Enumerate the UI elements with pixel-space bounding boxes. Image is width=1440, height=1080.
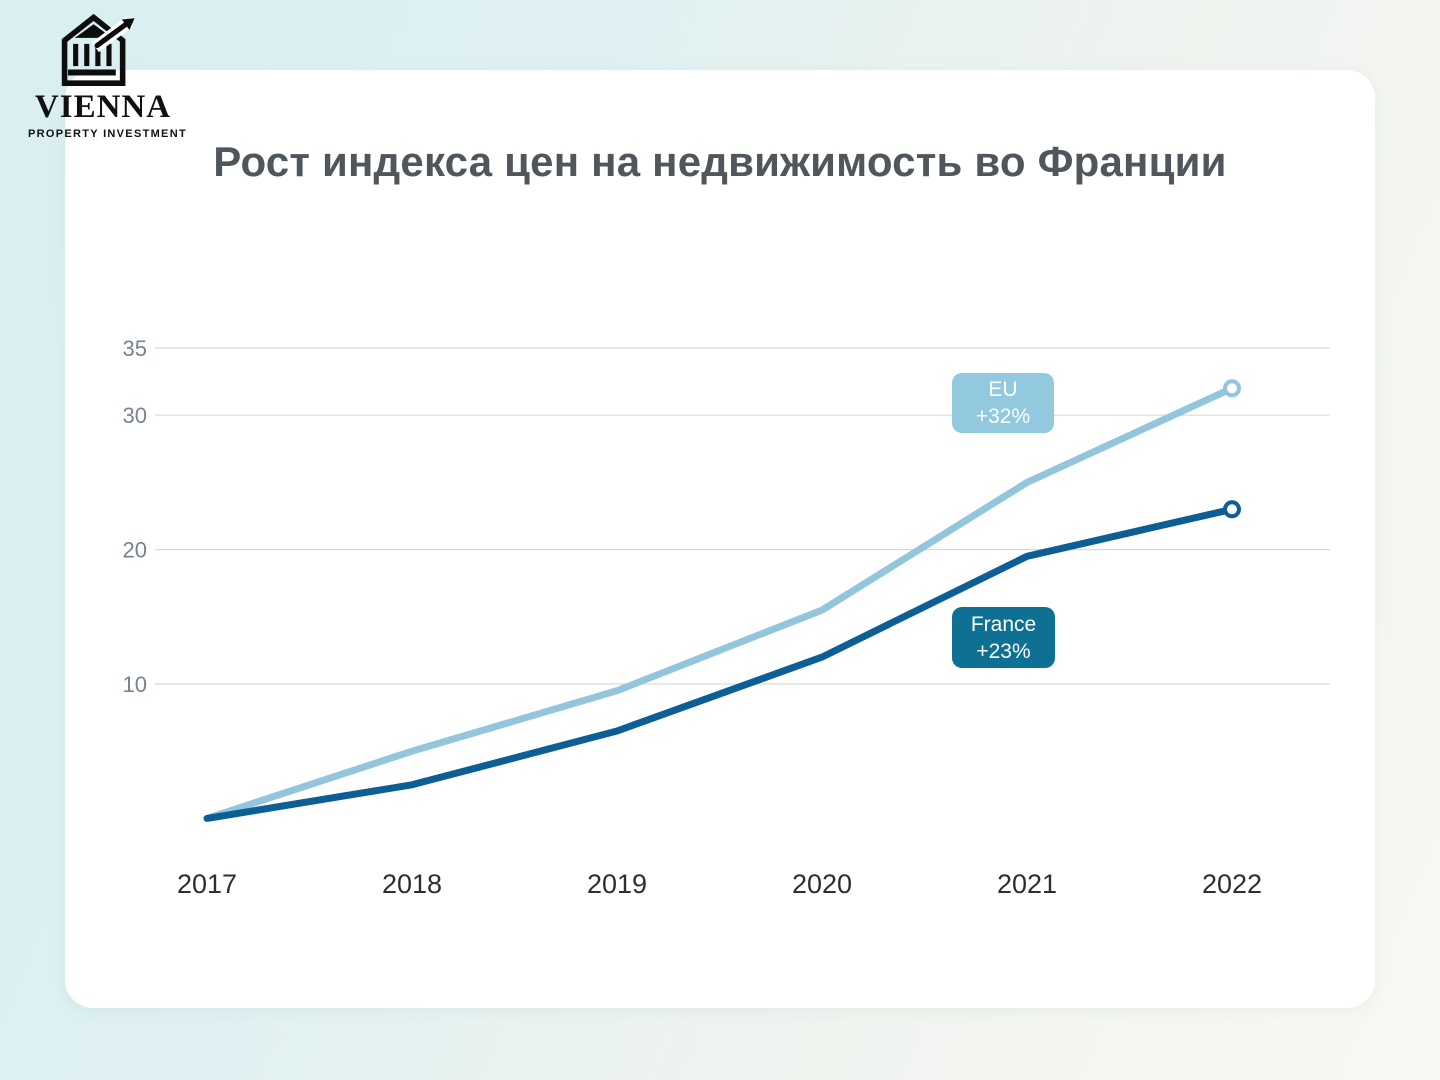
x-tick-label-2022: 2022 (1202, 869, 1262, 899)
eu-endpoint-marker (1223, 379, 1241, 398)
eu-series-badge: EU +32% (952, 373, 1054, 433)
brand-logo: VIENNA PROPERTY INVESTMENT (28, 8, 187, 140)
france-series-label: France (970, 612, 1037, 636)
eu-series-line (203, 384, 1236, 822)
chart-title: Рост индекса цен на недвижимость во Фран… (213, 138, 1227, 185)
x-tick-label-2020: 2020 (792, 869, 852, 899)
y-tick-label-30: 30 (123, 403, 147, 428)
france-endpoint-marker (1223, 500, 1241, 519)
france-series-line (203, 505, 1236, 822)
x-tick-label-2021: 2021 (997, 869, 1057, 899)
chart-card (65, 70, 1375, 1008)
logo-tagline: PROPERTY INVESTMENT (28, 127, 187, 140)
eu-series-label: EU (988, 378, 1018, 401)
y-tick-label-10: 10 (123, 672, 147, 697)
x-tick-label-2019: 2019 (587, 869, 647, 899)
france-series-badge: France +23% (952, 607, 1055, 668)
y-tick-label-20: 20 (123, 538, 147, 563)
eu-series-change: +32% (975, 405, 1031, 428)
bank-building-growth-arrow-icon (61, 13, 135, 86)
x-tick-label-2018: 2018 (382, 869, 442, 899)
y-tick-label-35: 35 (123, 336, 147, 361)
x-tick-label-2017: 2017 (177, 869, 237, 899)
logo-wordmark: VIENNA (34, 89, 172, 125)
france-series-change: +23% (976, 639, 1031, 663)
